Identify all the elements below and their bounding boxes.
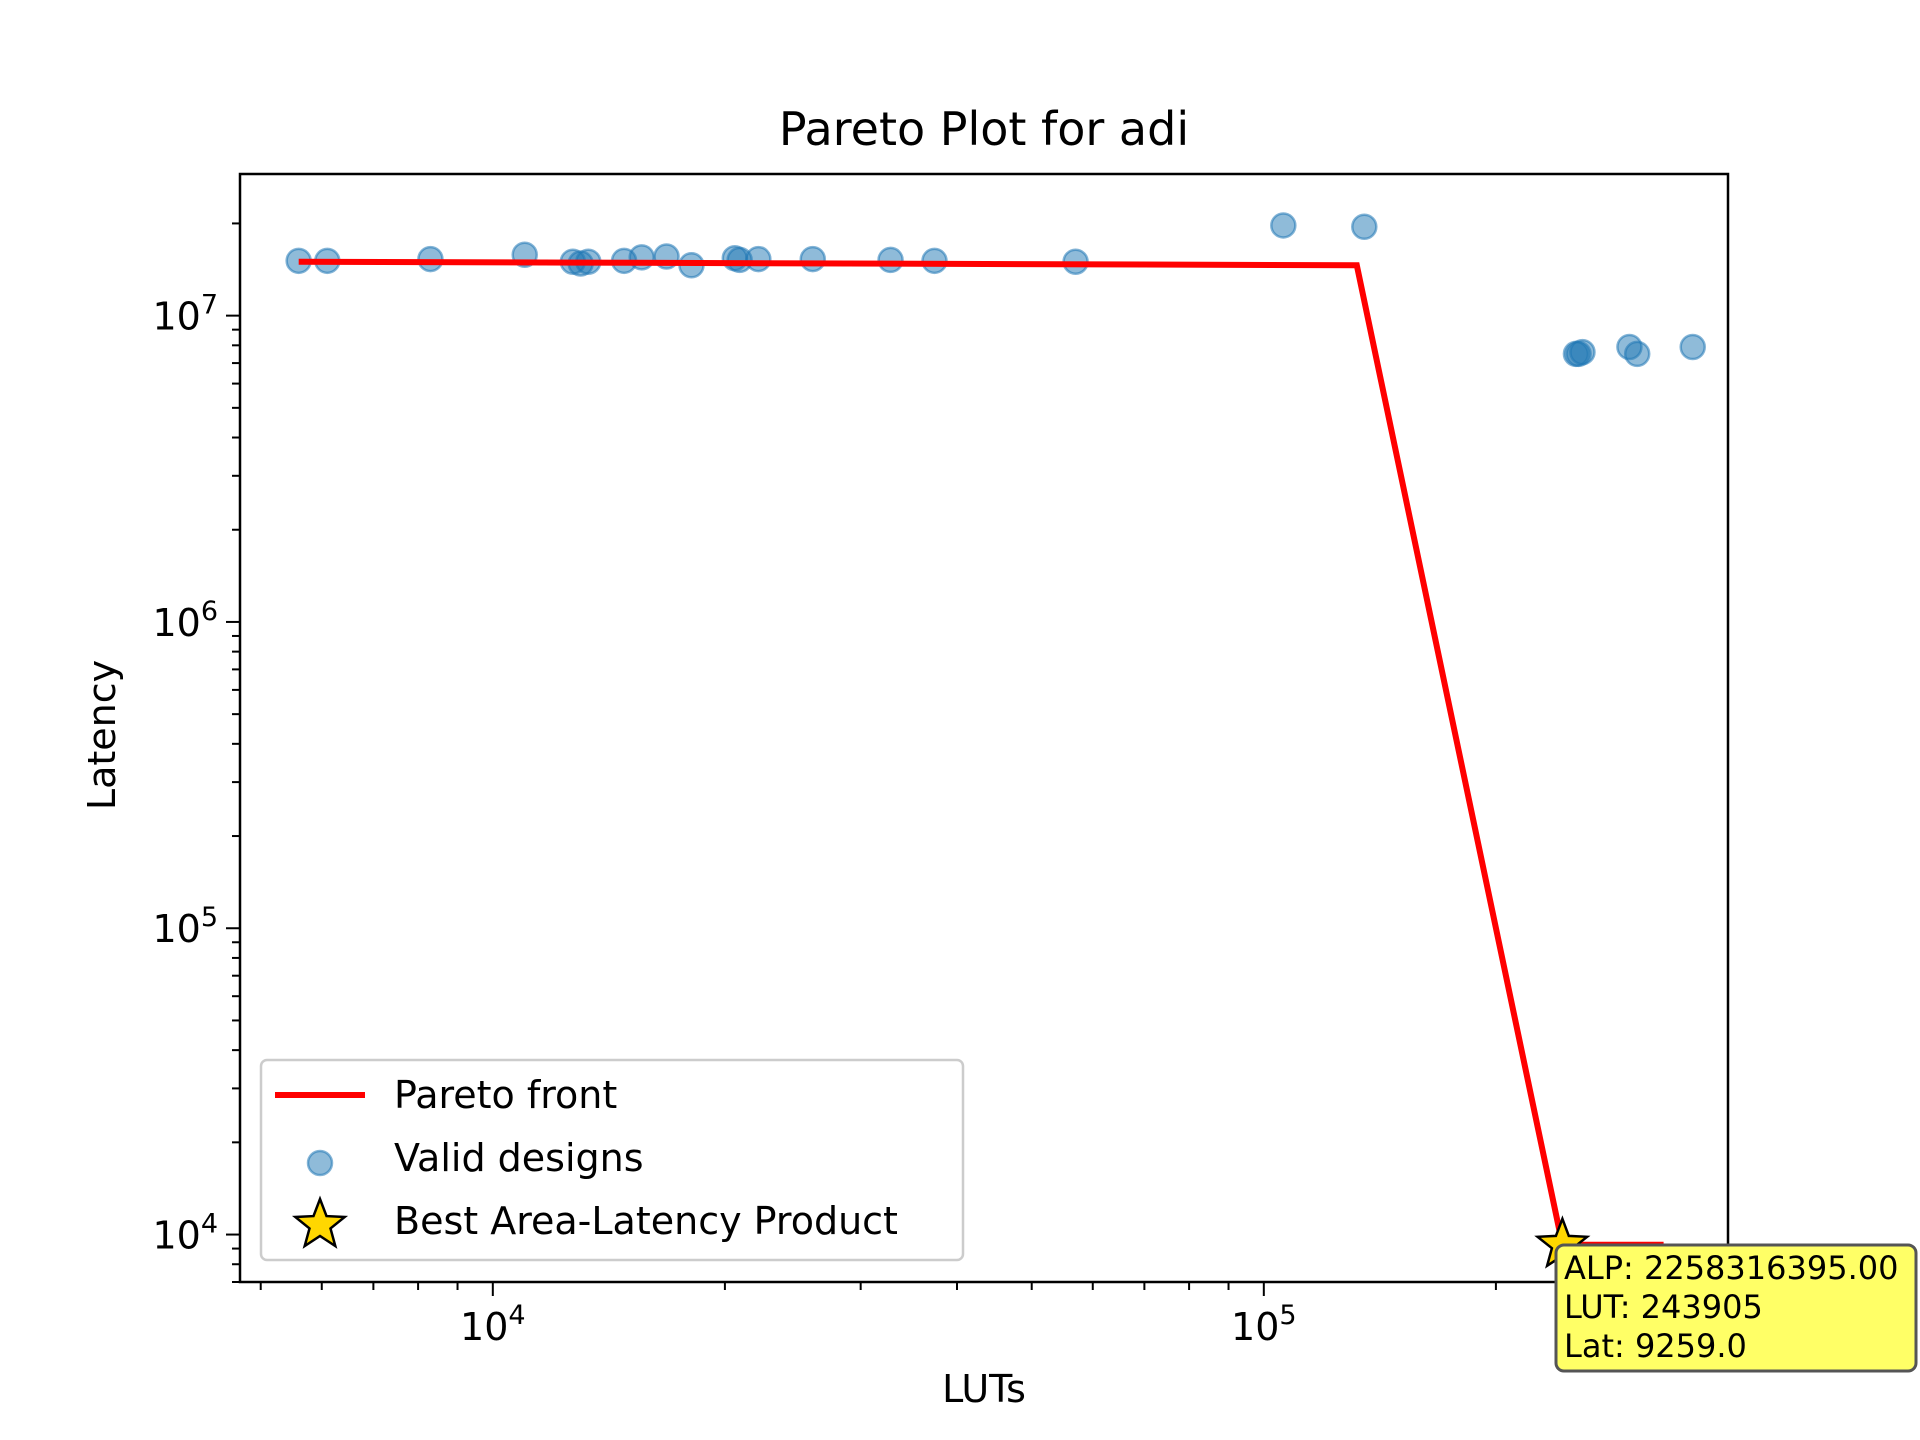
legend-dot-swatch xyxy=(306,1149,334,1177)
data-point xyxy=(745,245,772,273)
data-point xyxy=(1351,213,1378,241)
data-point xyxy=(877,246,904,274)
legend-label: Pareto front xyxy=(394,1073,617,1117)
y-tick-label: 106 xyxy=(152,596,218,645)
x-axis-label: LUTs xyxy=(942,1367,1026,1411)
data-point xyxy=(417,245,444,273)
y-tick-label: 104 xyxy=(152,1209,218,1258)
data-point xyxy=(1623,340,1651,368)
legend-label: Valid designs xyxy=(394,1136,644,1180)
data-point xyxy=(799,245,827,273)
x-tick-label: 104 xyxy=(460,1300,526,1349)
plot-frame xyxy=(238,172,1730,1284)
data-point xyxy=(1679,333,1706,361)
x-tick-label: 105 xyxy=(1231,1300,1297,1349)
y-tick-label: 105 xyxy=(152,902,218,951)
annotation-line: ALP: 2258316395.00 xyxy=(1564,1249,1898,1287)
data-point xyxy=(1569,338,1596,366)
annotation-box xyxy=(1554,1243,1918,1373)
y-axis-label: Latency xyxy=(80,660,124,810)
data-point xyxy=(1270,212,1297,239)
legend-star-swatch xyxy=(291,1195,349,1249)
y-tick-label: 107 xyxy=(152,290,218,339)
legend xyxy=(259,1058,965,1262)
legend-label: Best Area-Latency Product xyxy=(394,1199,898,1243)
annotation-line: Lat: 9259.0 xyxy=(1564,1327,1747,1365)
annotation-line: LUT: 243905 xyxy=(1564,1288,1763,1326)
chart-title: Pareto Plot for adi xyxy=(779,102,1189,156)
